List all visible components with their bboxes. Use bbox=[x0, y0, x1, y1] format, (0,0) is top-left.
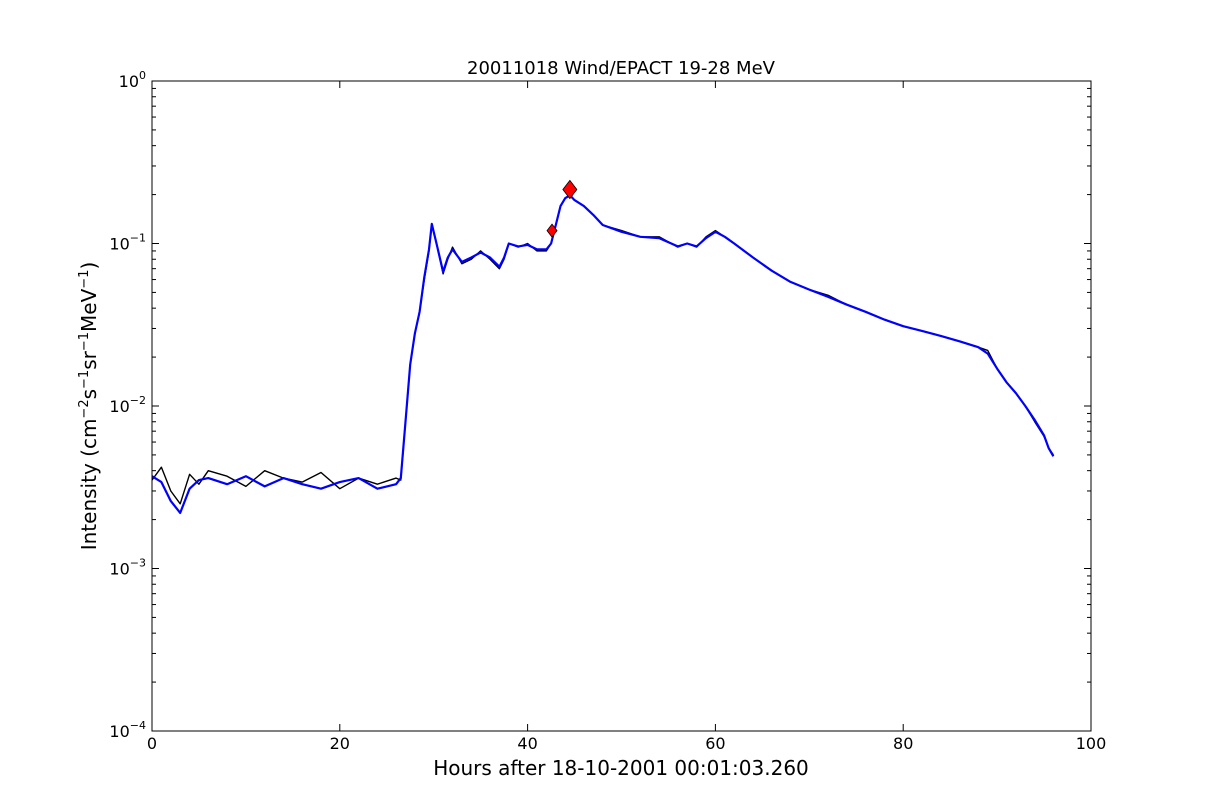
y-tick-label: 10−2 bbox=[109, 394, 146, 416]
x-tick-label: 20 bbox=[330, 734, 350, 753]
series-line-1 bbox=[151, 194, 1055, 514]
data-marker-1 bbox=[562, 179, 578, 200]
chart-title: 20011018 Wind/EPACT 19-28 MeV bbox=[467, 58, 776, 79]
y-axis-label-sup2: −1 bbox=[77, 370, 92, 389]
y-tick-label: 10−4 bbox=[109, 719, 146, 741]
y-axis-label-sup1: −2 bbox=[77, 399, 92, 418]
y-axis-label-mid3: MeV bbox=[77, 288, 101, 332]
marker-layer bbox=[546, 179, 578, 238]
y-axis-label-mid2: sr bbox=[77, 350, 101, 369]
y-tick-label: 10−1 bbox=[109, 232, 146, 254]
x-tick-label: 60 bbox=[705, 734, 725, 753]
x-axis-ticks: 0 20 40 60 80 100 bbox=[147, 81, 1106, 753]
y-axis-label-sup4: −1 bbox=[77, 270, 92, 289]
y-tick-label: 100 bbox=[119, 69, 146, 91]
y-axis-ticks: 10−4 10−3 10−2 10−1 100 bbox=[109, 69, 1091, 741]
y-axis-label-sup3: −1 bbox=[77, 332, 92, 351]
data-marker-0 bbox=[546, 223, 558, 238]
y-axis-label-suffix: ) bbox=[77, 262, 101, 270]
series-layer bbox=[151, 193, 1055, 514]
x-tick-label: 80 bbox=[893, 734, 913, 753]
y-axis-label-mid1: s bbox=[77, 389, 101, 399]
x-tick-label: 0 bbox=[147, 734, 157, 753]
x-tick-label: 40 bbox=[517, 734, 537, 753]
plot-area bbox=[152, 81, 1091, 731]
x-axis-label: Hours after 18-10-2001 00:01:03.260 bbox=[433, 756, 809, 780]
y-axis-label: Intensity (cm−2s−1sr−1MeV−1) bbox=[77, 262, 101, 551]
y-axis-label-prefix: Intensity (cm bbox=[77, 419, 101, 551]
y-tick-label: 10−3 bbox=[109, 557, 146, 579]
x-tick-label: 100 bbox=[1076, 734, 1107, 753]
